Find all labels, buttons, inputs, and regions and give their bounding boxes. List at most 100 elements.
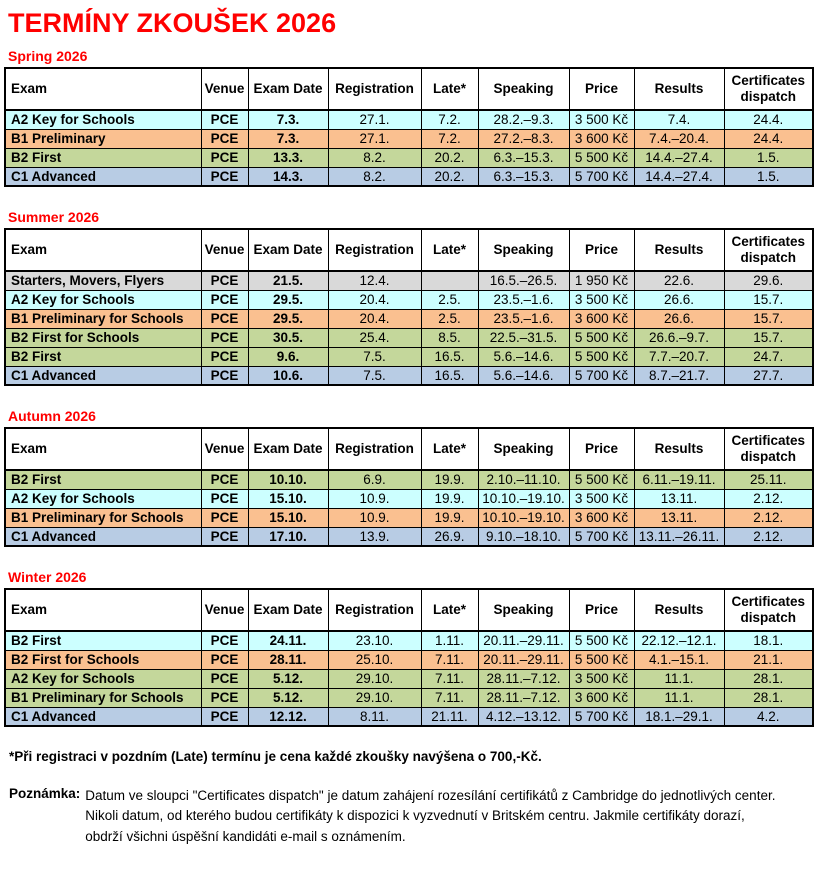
table-row: B2 First PCE 13.3. 8.2. 20.2. 6.3.–15.3. 5 500… (4, 147, 814, 168)
cell-speaking: 10.10.–19.10. (477, 507, 570, 528)
cell-venue: PCE (200, 327, 249, 348)
cell-results: 7.7.–20.7. (633, 346, 725, 367)
cell-registration: 29.10. (327, 668, 422, 689)
cell-late: 19.9. (420, 469, 479, 490)
header-row: Exam Venue Exam Date Registration Late* Speak… (4, 427, 814, 471)
cell-speaking: 22.5.–31.5. (477, 327, 570, 348)
column-header: Exam Date (247, 228, 329, 272)
cell-late (420, 270, 479, 291)
cell-exam-date: 5.12. (247, 668, 329, 689)
certificates-note: Poznámka: Datum ve sloupci "Certificates… (9, 786, 812, 847)
table-row: Starters, Movers, Flyers PCE 21.5. 12.4. 16.… (4, 270, 814, 291)
cell-results: 11.1. (633, 687, 725, 708)
column-header: Speaking (477, 67, 570, 111)
column-header: Results (633, 427, 725, 471)
cell-exam-date: 30.5. (247, 327, 329, 348)
table-row: B1 Preliminary for Schools PCE 5.12. 29.10.… (4, 687, 814, 708)
column-header: Price (568, 228, 635, 272)
cell-speaking: 6.3.–15.3. (477, 147, 570, 168)
cell-late: 7.11. (420, 649, 479, 670)
column-header: Exam Date (247, 67, 329, 111)
cell-exam: B1 Preliminary for Schools (4, 308, 202, 329)
cell-late: 7.2. (420, 109, 479, 130)
cell-price: 5 500 Kč (568, 147, 635, 168)
cell-results: 22.12.–12.1. (633, 630, 725, 651)
table-row: A2 Key for Schools PCE 15.10. 10.9. 19.9. 10.… (4, 488, 814, 509)
season-heading: Spring 2026 (8, 48, 88, 64)
cell-exam-date: 7.3. (247, 109, 329, 130)
table-row: B2 First PCE 10.10. 6.9. 19.9. 2.10.–11.10. 5 … (4, 469, 814, 490)
cell-venue: PCE (200, 308, 249, 329)
cell-venue: PCE (200, 365, 249, 386)
cell-certificates: 2.12. (723, 488, 814, 509)
cell-venue: PCE (200, 166, 249, 187)
cell-venue: PCE (200, 346, 249, 367)
cell-venue: PCE (200, 649, 249, 670)
cell-late: 16.5. (420, 365, 479, 386)
column-header: Speaking (477, 588, 570, 632)
column-header: Results (633, 588, 725, 632)
column-header: Venue (200, 228, 249, 272)
cell-registration: 10.9. (327, 507, 422, 528)
column-header: Exam Date (247, 588, 329, 632)
cell-speaking: 10.10.–19.10. (477, 488, 570, 509)
cell-exam: C1 Advanced (4, 365, 202, 386)
cell-exam-date: 15.10. (247, 488, 329, 509)
cell-price: 3 600 Kč (568, 308, 635, 329)
cell-exam-date: 9.6. (247, 346, 329, 367)
column-header: Price (568, 67, 635, 111)
cell-price: 5 700 Kč (568, 166, 635, 187)
note-line: obdrží všichni úspěšní kandidáti e-mail … (85, 828, 406, 844)
season-heading: Autumn 2026 (8, 408, 96, 424)
column-header: Speaking (477, 427, 570, 471)
cell-exam-date: 10.10. (247, 469, 329, 490)
cell-registration: 25.10. (327, 649, 422, 670)
season-heading: Winter 2026 (8, 569, 87, 585)
column-header: Exam (4, 228, 202, 272)
cell-speaking: 23.5.–1.6. (477, 308, 570, 329)
cell-results: 18.1.–29.1. (633, 706, 725, 727)
cell-price: 3 500 Kč (568, 109, 635, 130)
column-header: Exam (4, 427, 202, 471)
cell-certificates: 15.7. (723, 327, 814, 348)
cell-certificates: 15.7. (723, 308, 814, 329)
cell-speaking: 2.10.–11.10. (477, 469, 570, 490)
season-section: Spring 2026 Exam Venue Exam Date Registrati… (4, 48, 814, 187)
cell-exam-date: 29.5. (247, 308, 329, 329)
exam-table: Exam Venue Exam Date Registration Late* Speak… (4, 427, 814, 547)
cell-registration: 27.1. (327, 128, 422, 149)
cell-results: 26.6. (633, 289, 725, 310)
table-row: A2 Key for Schools PCE 7.3. 27.1. 7.2. 28.2.–… (4, 109, 814, 130)
cell-certificates: 4.2. (723, 706, 814, 727)
table-row: C1 Advanced PCE 10.6. 7.5. 16.5. 5.6.–14.6. 5 … (4, 365, 814, 386)
cell-results: 13.11.–26.11. (633, 526, 725, 547)
column-header: Results (633, 67, 725, 111)
cell-price: 5 500 Kč (568, 469, 635, 490)
cell-exam: B2 First (4, 147, 202, 168)
table-row: C1 Advanced PCE 12.12. 8.11. 21.11. 4.12.–13.… (4, 706, 814, 727)
cell-registration: 27.1. (327, 109, 422, 130)
cell-results: 8.7.–21.7. (633, 365, 725, 386)
cell-exam: C1 Advanced (4, 526, 202, 547)
cell-price: 3 600 Kč (568, 128, 635, 149)
cell-exam: B1 Preliminary for Schools (4, 687, 202, 708)
table-row: B1 Preliminary PCE 7.3. 27.1. 7.2. 27.2.–8.3.… (4, 128, 814, 149)
cell-price: 3 500 Kč (568, 488, 635, 509)
cell-certificates: 24.4. (723, 128, 814, 149)
cell-late: 8.5. (420, 327, 479, 348)
header-row: Exam Venue Exam Date Registration Late* Speak… (4, 228, 814, 272)
cell-venue: PCE (200, 109, 249, 130)
cell-venue: PCE (200, 488, 249, 509)
cell-speaking: 5.6.–14.6. (477, 346, 570, 367)
cell-venue: PCE (200, 507, 249, 528)
table-row: C1 Advanced PCE 14.3. 8.2. 20.2. 6.3.–15.3. 5 … (4, 166, 814, 187)
note-text: Datum ve sloupci "Certificates dispatch"… (85, 786, 775, 847)
cell-results: 13.11. (633, 488, 725, 509)
cell-certificates: 28.1. (723, 687, 814, 708)
cell-speaking: 16.5.–26.5. (477, 270, 570, 291)
cell-exam-date: 17.10. (247, 526, 329, 547)
table-row: B2 First PCE 24.11. 23.10. 1.11. 20.11.–29.11… (4, 630, 814, 651)
cell-results: 14.4.–27.4. (633, 147, 725, 168)
table-row: C1 Advanced PCE 17.10. 13.9. 26.9. 9.10.–18.1… (4, 526, 814, 547)
cell-certificates: 2.12. (723, 526, 814, 547)
